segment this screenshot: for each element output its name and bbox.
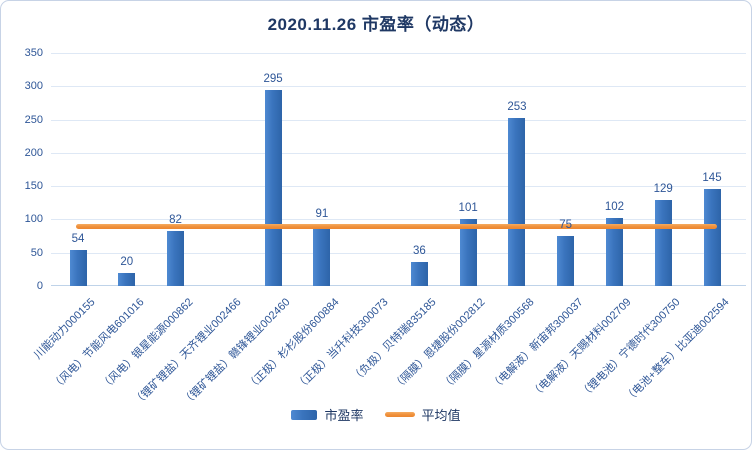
legend-bar-swatch-icon <box>291 409 318 420</box>
gridline <box>51 152 746 154</box>
gridline <box>51 219 746 221</box>
average-line <box>76 223 717 229</box>
bar-label: 145 <box>702 172 722 185</box>
bar-label: 91 <box>315 208 329 221</box>
bar <box>557 236 575 286</box>
category-label: （正极）杉杉股份600884 <box>244 296 342 393</box>
bar <box>69 250 87 286</box>
legend: 市盈率 平均值 <box>1 405 751 424</box>
category-label: （隔膜）星源材质300568 <box>439 296 537 393</box>
bar <box>410 262 428 286</box>
plot-area: 0 50 100 150 200 250 300 350 54 20 82 295 91 36 101 253… <box>25 47 746 408</box>
bar-label: 295 <box>263 72 283 85</box>
bar-label: 20 <box>120 255 134 268</box>
y-tick-label: 300 <box>24 80 43 93</box>
y-tick-label: 50 <box>30 246 43 259</box>
legend-series-label: 市盈率 <box>324 408 364 423</box>
legend-average-line-swatch-icon <box>384 412 415 417</box>
bar <box>703 189 721 286</box>
y-tick-label: 250 <box>24 113 43 126</box>
category-label: （正极）当升科技300073 <box>293 296 391 393</box>
gridline <box>51 53 746 54</box>
y-tick-label: 0 <box>36 280 43 292</box>
gridline <box>51 186 746 188</box>
chart-title: 2020.11.26 市盈率（动态） <box>267 15 485 34</box>
bar <box>654 200 672 286</box>
bar-label: 101 <box>458 201 478 214</box>
x-axis-line <box>51 285 746 286</box>
y-tick-label: 150 <box>24 180 43 193</box>
bar-label: 102 <box>604 201 625 214</box>
y-tick-label: 200 <box>24 146 43 159</box>
bar <box>264 89 282 286</box>
bar-label: 75 <box>559 219 573 232</box>
legend-average-label: 平均值 <box>421 408 461 423</box>
y-tick-label: 350 <box>24 47 43 59</box>
bar <box>508 117 526 286</box>
bar-label: 82 <box>169 214 182 227</box>
category-label: （电解液）新宙邦300037 <box>488 296 586 393</box>
bar <box>167 231 185 286</box>
bar-label: 129 <box>653 183 673 196</box>
category-label: （隔膜）恩捷股份002812 <box>391 296 488 393</box>
category-label: （风电）节能风电601016 <box>49 296 147 393</box>
bar <box>605 218 623 286</box>
category-label: （负极）贝特瑞835185 <box>350 296 439 386</box>
bar-label: 54 <box>71 233 85 246</box>
bar-label: 36 <box>412 245 426 258</box>
gridline <box>51 252 746 254</box>
category-label: （风电）银星能源000862 <box>98 296 196 393</box>
bar <box>118 272 136 286</box>
gridline <box>51 119 746 121</box>
bar-label: 253 <box>507 100 527 113</box>
bar <box>459 218 477 286</box>
y-tick-label: 100 <box>24 213 43 226</box>
gridline <box>51 86 746 88</box>
bar <box>313 225 331 286</box>
